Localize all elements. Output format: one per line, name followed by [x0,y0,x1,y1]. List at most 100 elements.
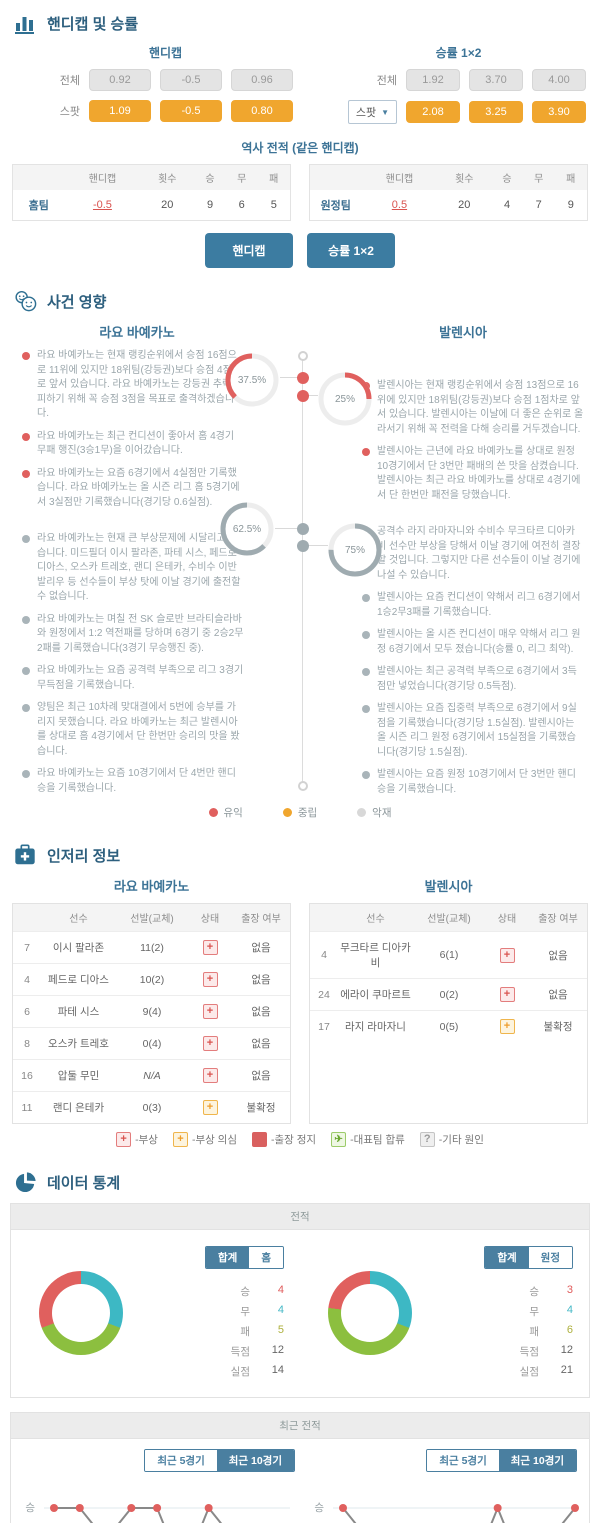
tab-total[interactable]: 합계 [485,1247,529,1268]
tab-last10[interactable]: 최근 10경기 [216,1450,294,1471]
odds-value-button[interactable]: 1.09 [89,100,151,122]
event-text: 발렌시아는 요즘 집중력 부족으로 6경기에서 9실점을 기록했습니다(경기당 … [377,703,577,758]
away-record-stats: 승 3 무 4 패 6 득점 12 실점 21 [505,1279,573,1379]
section-injury-info: 인저리 정보 라요 바예카노 발렌시아 선수 선발(교체) 상태 출장 여부 7… [0,832,600,1147]
handicap-button[interactable]: 핸디캡 [205,233,293,268]
play-availability: 없음 [232,963,290,996]
event-text: 공격수 라지 라마자니와 수비수 무크타르 디아카비 선수만 부상을 당해서 이… [377,526,581,581]
y-axis-labels: 승 무 패 [314,1502,324,1514]
stat-label: 득점 [519,1346,539,1358]
tab-last10[interactable]: 최근 10경기 [498,1450,576,1471]
adverse-dot-icon [362,668,370,676]
away-record-toggle: 합계 원정 [484,1246,573,1269]
player-name: 에라이 쿠마르트 [338,978,413,1011]
event-item: 라요 바예카노는 요즘 공격력 부족으로 리그 3경기 무득점을 기록했습니다. [22,664,244,693]
handicap-link[interactable]: 0.5 [391,199,408,211]
lose-count: 9 [554,190,588,221]
odds-value-button[interactable]: 3.25 [469,101,523,123]
play-availability: 없음 [232,931,290,964]
timeline-line [302,357,303,787]
record-panel: 전적 합계 홈 승 4 무 4 패 5 득점 12 실점 14 [10,1203,590,1398]
player-name: 오스카 트레호 [41,1027,116,1060]
spot-select[interactable]: 스팟 ▼ [347,100,397,124]
event-item: 공격수 라지 라마자니와 수비수 무크타르 디아카비 선수만 부상을 당해서 이… [362,525,584,583]
player-number: 7 [13,931,41,964]
red-dot-icon [208,808,218,817]
play-availability: 불확정 [529,1010,587,1042]
event-text: 발렌시아는 올 시즌 컨디션이 매우 약해서 리그 원정 6경기에서 모두 졌습… [377,629,581,655]
stat-value: 12 [271,1344,284,1356]
player-name: 무크타르 디아카비 [338,931,413,979]
handicap-link[interactable]: -0.5 [92,199,112,211]
event-item: 라요 바예카노는 최근 컨디션이 좋아서 홈 4경기 무패 행진(3승1무)을 … [22,430,244,459]
event-team-headings: 라요 바예카노 발렌시아 [0,318,600,341]
injury-row: 16 압둘 무민 N/A + 없음 [13,1059,290,1092]
col-header: 상태 [485,904,529,932]
odds-value: 3.70 [469,69,523,91]
timeline-dot-favorable [297,372,309,384]
col-header [310,904,338,932]
odds-value-button[interactable]: 0.80 [231,100,293,122]
panel-title: 전적 [11,1204,589,1230]
handicap-odds-title: 핸디캡 [148,46,183,60]
injury-team-headings: 라요 바예카노 발렌시아 [12,876,588,895]
legend-label: -출장 정지 [271,1134,317,1146]
col-header: 선수 [41,904,116,932]
stat-label: 실점 [519,1366,539,1378]
col-header: 핸디캡 [64,164,141,190]
tab-total[interactable]: 합계 [206,1247,250,1268]
impact-gauge-home-adverse: 62.5% [219,501,275,557]
spot-select-label: 스팟 [355,107,377,119]
handicap-spot-row: 스팟 1.09 -0.5 0.80 [14,100,293,122]
row-label: 전체 [59,75,80,87]
tab-away[interactable]: 원정 [528,1247,572,1268]
team-label: 홈팀 [12,190,65,221]
col-header: 무 [225,164,258,190]
draw-count: 6 [225,190,258,221]
event-item: 양팀은 최근 10차례 맞대결에서 5번에 승부를 가리지 못했습니다. 라요 … [22,701,244,759]
gauge-value: 62.5% [232,523,262,535]
section-title: 인저리 정보 [47,847,121,865]
team-label: 원정팀 [309,190,362,221]
injury-row: 7 이시 팔라존 11(2) + 없음 [13,931,290,964]
odds-value-button[interactable]: 2.08 [406,101,460,123]
history-tables: 핸디캡 횟수 승 무 패 홈팀 -0.5 20 9 6 5 [12,164,588,221]
pie-chart-icon [12,1169,38,1195]
play-availability: 불확정 [232,1091,290,1123]
section-handicap-odds: 핸디캡 및 승률 핸디캡 전체 0.92 -0.5 0.96 스팟 1.09 -… [0,0,600,268]
tab-last5[interactable]: 최근 5경기 [145,1450,217,1471]
stat-value: 5 [277,1324,284,1336]
home-record-stats: 승 4 무 4 패 5 득점 12 실점 14 [216,1279,284,1379]
player-name: 페드로 디아스 [41,963,116,996]
event-text: 발렌시아는 요즘 원정 10경기에서 단 3번만 핸디승을 기록했습니다. [377,769,576,795]
panel-title: 최근 전적 [11,1413,589,1439]
injury-legend-item: ? -기타 원인 [419,1132,484,1147]
gauge-value: 25% [334,393,355,405]
tab-home[interactable]: 홈 [249,1247,283,1268]
legend-label: -부상 의심 [191,1134,238,1146]
stat-label: 승 [529,1286,539,1298]
timeline-end-circle [298,781,308,791]
faces-icon [12,288,38,314]
play-availability: 없음 [232,1027,290,1060]
injury-row: 6 파테 시스 9(4) + 없음 [13,995,290,1028]
match-count: 20 [437,190,492,221]
injury-status-icon: + [202,1036,218,1051]
odds1x2-button[interactable]: 승률 1×2 [307,233,395,268]
gauge-value: 37.5% [237,374,267,386]
tab-last5[interactable]: 최근 5경기 [427,1450,499,1471]
recent-toggles: 최근 5경기 최근 10경기 최근 5경기 최근 10경기 [11,1439,589,1482]
player-number: 8 [13,1027,41,1060]
odds-value-button[interactable]: 3.90 [532,101,586,123]
odds-value: 0.92 [89,69,151,91]
away-event-list: 발렌시아는 현재 랭킹순위에서 승점 13점으로 16위에 있지만 18위팀(강… [362,379,584,805]
odds-value-button[interactable]: -0.5 [160,100,222,122]
event-item: 발렌시아는 요즘 집중력 부족으로 6경기에서 9실점을 기록했습니다(경기당 … [362,702,584,760]
stat-row: 득점 12 [216,1344,284,1359]
player-name: 라지 라마자니 [338,1010,413,1042]
col-header: 무 [522,164,555,190]
susp-status-icon: ■ [252,1132,268,1147]
